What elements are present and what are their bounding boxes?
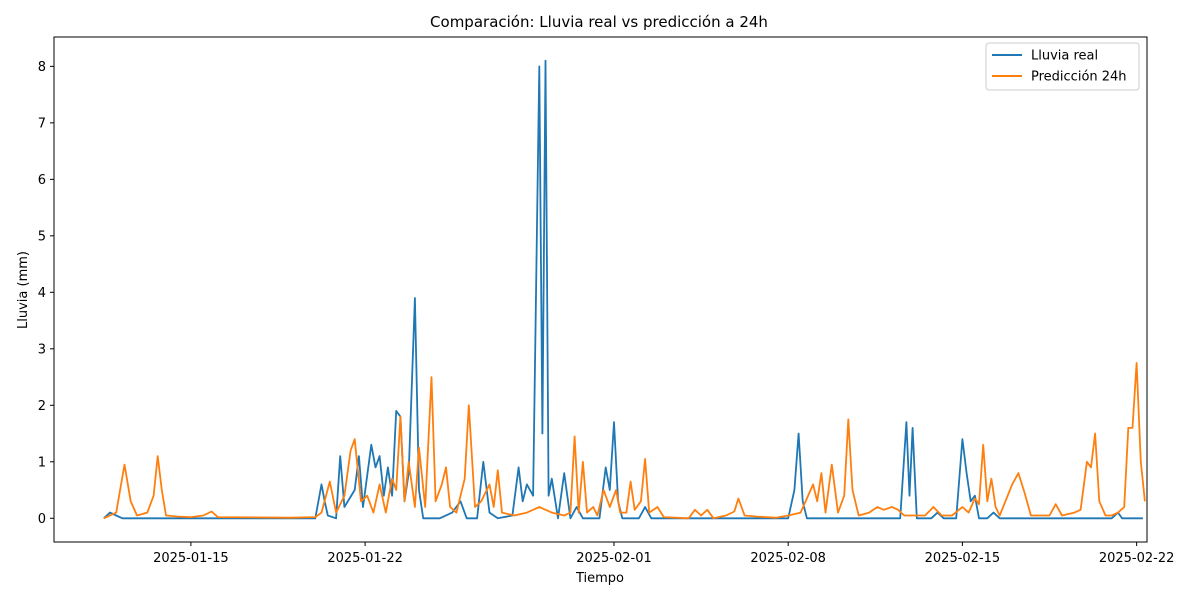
- y-tick-label: 3: [38, 342, 46, 357]
- y-tick-label: 8: [38, 60, 46, 75]
- y-tick-label: 4: [38, 286, 46, 301]
- y-tick-label: 0: [38, 512, 46, 527]
- y-tick-label: 7: [38, 116, 46, 131]
- y-axis: 0 1 2 3 4 5 6 7 8: [38, 60, 54, 527]
- x-tick-label: 2025-02-01: [576, 551, 652, 566]
- y-tick-label: 2: [38, 399, 46, 414]
- y-tick-label: 1: [38, 455, 46, 470]
- y-tick-label: 6: [38, 173, 46, 188]
- x-axis-label: Tiempo: [575, 571, 624, 586]
- x-tick-label: 2025-01-15: [153, 551, 229, 566]
- series-line-1: [103, 361, 1146, 520]
- plot-area: [53, 36, 1148, 543]
- x-tick-label: 2025-01-22: [327, 551, 403, 566]
- x-tick-label: 2025-02-15: [925, 551, 1001, 566]
- legend: Lluvia real Predicción 24h: [985, 42, 1140, 91]
- x-tick-label: 2025-02-22: [1099, 551, 1175, 566]
- y-axis-label: Lluvia (mm): [16, 251, 31, 329]
- legend-frame: [985, 42, 1140, 91]
- chart-title: Comparación: Lluvia real vs predicción a…: [430, 13, 768, 31]
- x-axis: 2025-01-15 2025-01-22 2025-02-01 2025-02-08…: [153, 542, 1174, 566]
- legend-label-1: Predicción 24h: [1031, 70, 1127, 85]
- y-tick-label: 5: [38, 229, 46, 244]
- legend-label-0: Lluvia real: [1031, 49, 1098, 64]
- series-line-0: [103, 59, 1143, 520]
- x-tick-label: 2025-02-08: [750, 551, 826, 566]
- series-layer: [103, 59, 1146, 520]
